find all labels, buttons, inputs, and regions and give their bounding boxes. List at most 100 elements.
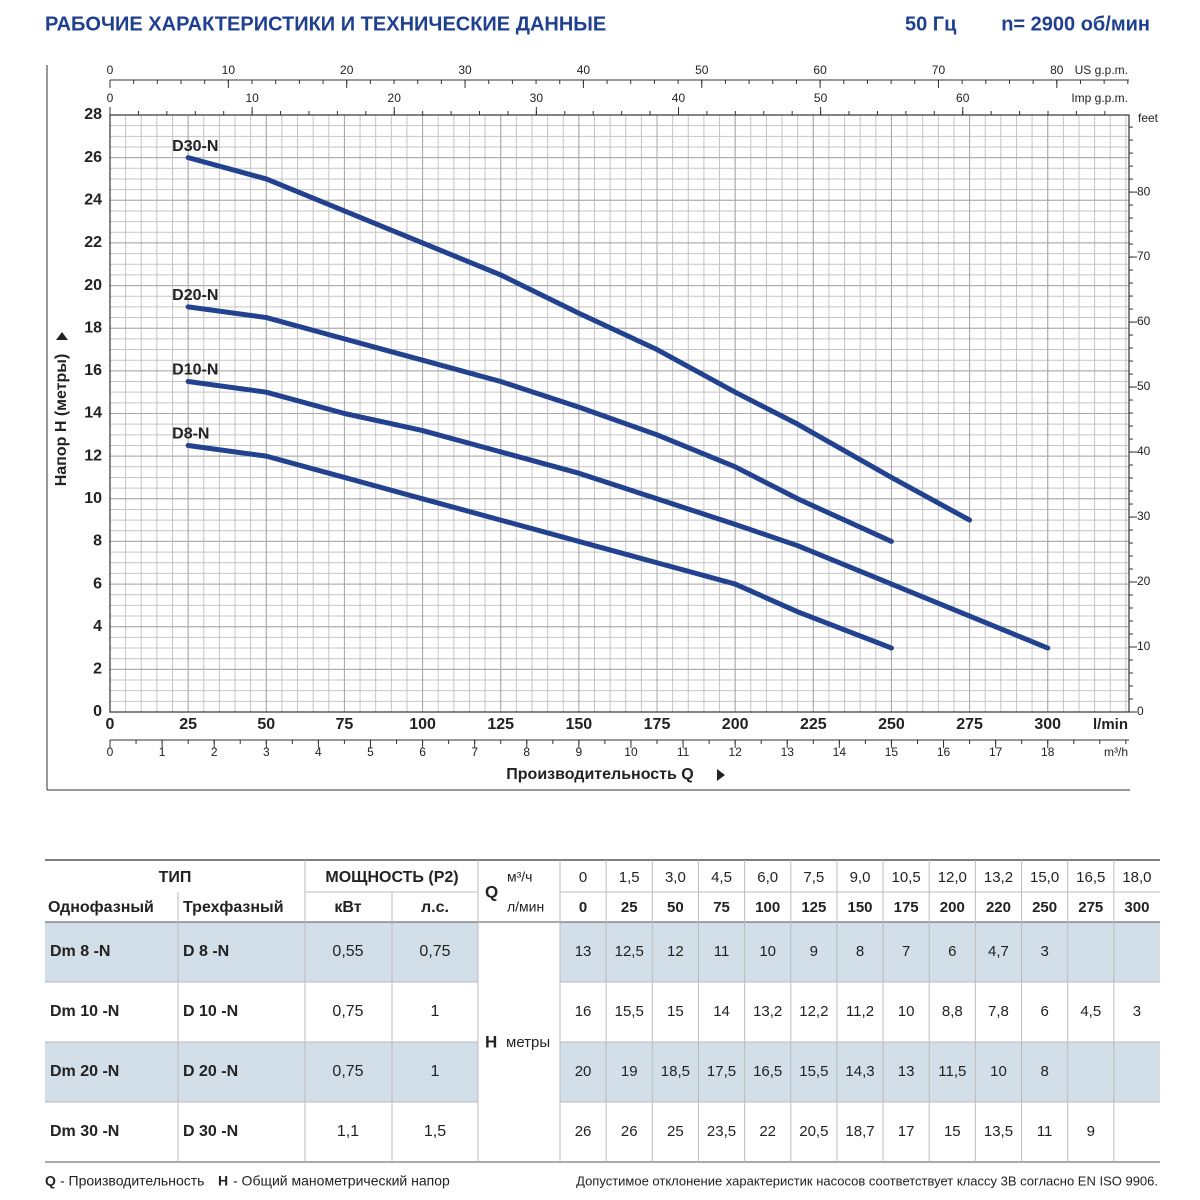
tick-label: 40 bbox=[672, 91, 686, 105]
y-tick-label: 22 bbox=[84, 234, 102, 251]
y-tick-label: 24 bbox=[84, 192, 102, 209]
y-tick-label: 20 bbox=[84, 277, 102, 294]
x-tick-label: 25 bbox=[179, 716, 197, 733]
tick-label: 60 bbox=[813, 63, 827, 77]
speed: n= 2900 об/мин bbox=[1001, 13, 1150, 35]
tick-label: 10 bbox=[624, 745, 638, 759]
power-cell: 0,75 bbox=[332, 1063, 363, 1080]
head-cell: 25 bbox=[667, 1123, 684, 1140]
q-cell: 75 bbox=[713, 899, 730, 916]
axis-unit: US g.p.m. bbox=[1075, 63, 1128, 77]
tick-label: 10 bbox=[245, 91, 259, 105]
head-cell: 6 bbox=[1040, 1003, 1048, 1020]
q-cell: 175 bbox=[894, 899, 919, 916]
q-cell: 12,0 bbox=[938, 869, 967, 886]
head-cell: 15 bbox=[667, 1003, 684, 1020]
header-cell: л.с. bbox=[421, 899, 449, 916]
head-cell: 10 bbox=[898, 1003, 915, 1020]
head-cell: 11,5 bbox=[938, 1063, 966, 1080]
tick-label: 30 bbox=[530, 91, 544, 105]
head-cell: 6 bbox=[948, 943, 956, 960]
tick-label: 0 bbox=[107, 63, 114, 77]
curve bbox=[185, 442, 894, 651]
q-cell: 1,5 bbox=[619, 869, 640, 886]
tick-label: 16 bbox=[937, 745, 951, 759]
x-tick-label: 0 bbox=[106, 716, 115, 733]
type-cell: Dm 20 -N bbox=[50, 1063, 119, 1080]
axis-unit: Imp g.p.m. bbox=[1071, 91, 1128, 105]
x-tick-label: 275 bbox=[956, 716, 983, 733]
tick-label: 80 bbox=[1137, 184, 1151, 198]
head-cell: 18,5 bbox=[661, 1063, 690, 1080]
head-cell: 17 bbox=[898, 1123, 915, 1140]
curve bbox=[185, 379, 1051, 651]
type-cell: Dm 10 -N bbox=[50, 1003, 119, 1020]
axis-arrow bbox=[717, 769, 725, 781]
q-cell: 16,5 bbox=[1076, 869, 1105, 886]
y-tick-label: 26 bbox=[84, 149, 102, 166]
header-cell: Q bbox=[485, 882, 498, 901]
q-cell: 0 bbox=[579, 869, 587, 886]
tick-label: 0 bbox=[1137, 704, 1144, 718]
x-tick-label: 175 bbox=[644, 716, 671, 733]
q-cell: 3,0 bbox=[665, 869, 686, 886]
power-cell: 0,75 bbox=[332, 1003, 363, 1020]
tick-label: 70 bbox=[932, 63, 946, 77]
power-cell: 1,1 bbox=[337, 1123, 359, 1140]
y-tick-label: 6 bbox=[93, 575, 102, 592]
tick-label: 17 bbox=[989, 745, 1003, 759]
axis-arrow bbox=[56, 332, 68, 340]
q-cell: 6,0 bbox=[757, 869, 778, 886]
tick-label: 15 bbox=[885, 745, 899, 759]
head-cell: 17,5 bbox=[707, 1063, 736, 1080]
head-cell: 19 bbox=[621, 1063, 638, 1080]
power-cell: 1,5 bbox=[424, 1123, 446, 1140]
head-cell: 12,5 bbox=[615, 943, 644, 960]
tick-label: 10 bbox=[222, 63, 236, 77]
tick-label: 6 bbox=[419, 745, 426, 759]
header-cell: Трехфазный bbox=[183, 899, 284, 916]
footer-text: - Общий манометрический напор bbox=[233, 1173, 450, 1189]
tick-label: 50 bbox=[1137, 379, 1151, 393]
head-cell: 14,3 bbox=[845, 1063, 874, 1080]
q-cell: 15,0 bbox=[1030, 869, 1059, 886]
head-cell: 15,5 bbox=[799, 1063, 828, 1080]
header-cell: кВт bbox=[334, 899, 361, 916]
y-tick-label: 18 bbox=[84, 319, 102, 336]
axis-unit: m³/h bbox=[1104, 745, 1128, 759]
tick-label: 50 bbox=[814, 91, 828, 105]
tick-label: 80 bbox=[1050, 63, 1064, 77]
head-cell: 13 bbox=[575, 943, 592, 960]
frequency: 50 Гц bbox=[905, 13, 957, 35]
row-band bbox=[560, 922, 1160, 982]
head-cell: 20 bbox=[575, 1063, 592, 1080]
head-cell: 15 bbox=[944, 1123, 961, 1140]
tick-label: 11 bbox=[677, 745, 690, 759]
y-tick-label: 8 bbox=[93, 533, 102, 550]
power-cell: 0,55 bbox=[332, 943, 363, 960]
type-cell: Dm 8 -N bbox=[50, 943, 110, 960]
x-tick-label: 50 bbox=[257, 716, 275, 733]
tick-label: 18 bbox=[1041, 745, 1055, 759]
q-cell: 150 bbox=[847, 899, 872, 916]
footer-symbol: Q bbox=[45, 1173, 56, 1189]
type-cell: D 20 -N bbox=[183, 1063, 238, 1080]
x-unit: l/min bbox=[1093, 716, 1128, 733]
head-cell: 8 bbox=[856, 943, 864, 960]
q-cell: 25 bbox=[621, 899, 638, 916]
curve bbox=[185, 304, 894, 544]
tick-label: 12 bbox=[728, 745, 742, 759]
q-cell: 7,5 bbox=[803, 869, 824, 886]
tick-label: 7 bbox=[471, 745, 478, 759]
tick-label: 20 bbox=[1137, 574, 1151, 588]
head-cell: 13,5 bbox=[984, 1123, 1013, 1140]
q-cell: 200 bbox=[940, 899, 965, 916]
row-band bbox=[45, 1042, 478, 1102]
head-cell: 12,2 bbox=[799, 1003, 828, 1020]
head-cell: 20,5 bbox=[799, 1123, 828, 1140]
x-tick-label: 100 bbox=[409, 716, 436, 733]
tick-label: 13 bbox=[781, 745, 795, 759]
header-cell: метры bbox=[506, 1034, 550, 1051]
q-cell: 0 bbox=[579, 899, 587, 916]
tick-label: 40 bbox=[577, 63, 591, 77]
